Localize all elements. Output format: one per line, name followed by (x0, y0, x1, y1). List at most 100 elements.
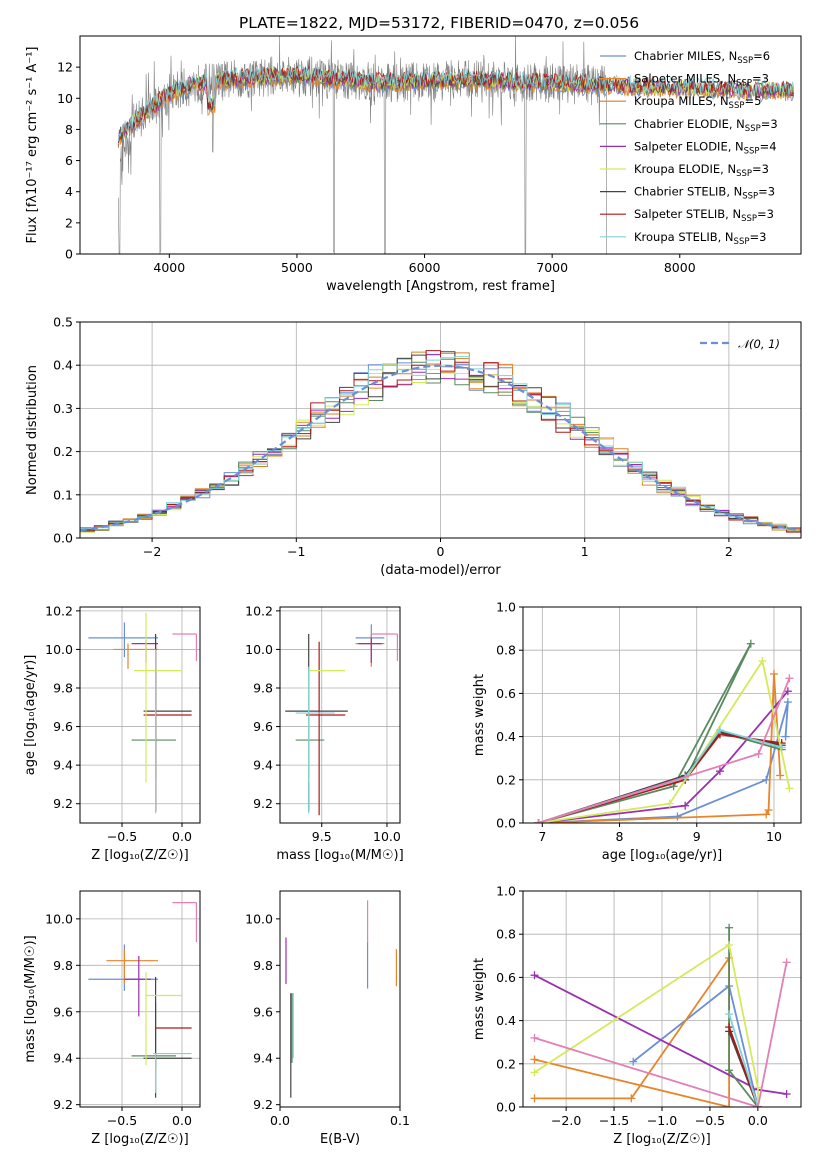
error-bar-point (143, 634, 192, 812)
x-tick-label: 0.0 (748, 1113, 768, 1128)
residual-histogram (80, 350, 801, 533)
legend: Chabrier MILES, NSSP=6 Salpeter MILES, NS… (600, 49, 778, 247)
weight-series (538, 677, 791, 823)
error-bar-point (131, 670, 176, 779)
y-tick-label: 0.2 (496, 772, 516, 787)
weight-series (534, 943, 759, 1107)
x-tick-label: 0.0 (172, 1113, 192, 1128)
y-tick-label: 9.8 (253, 958, 273, 973)
legend-label: Salpeter ELODIE, NSSP=4 (634, 139, 777, 156)
y-tick-label: 0.3 (53, 401, 73, 416)
weight-marker (762, 810, 771, 819)
residual-histogram (80, 356, 801, 530)
panel-mass-vs-Z: −0.5 0.0 9.2 9.4 9.6 9.8 10.0 Z [log₁₀(Z/Z☉)] ma… (23, 890, 201, 1147)
grid-lines (80, 607, 200, 823)
weight-series (538, 643, 782, 823)
y-tick-label: 9.6 (53, 1004, 73, 1019)
legend-label: Chabrier ELODIE, NSSP=3 (634, 117, 778, 134)
y-tick-label: 8 (65, 122, 73, 137)
plot-frame (79, 606, 201, 824)
x-tick-label: 0.0 (172, 829, 192, 844)
weight-marker (781, 732, 790, 741)
y-tick-label: 0.0 (496, 816, 516, 831)
y-tick-label: 0.4 (496, 1013, 516, 1028)
x-tick-label: 9 (693, 829, 701, 844)
y-tick-label: 9.8 (53, 958, 73, 973)
weight-marker (764, 806, 773, 815)
weight-series (534, 962, 788, 1107)
legend-label: Kroupa MILES, NSSP=5 (634, 94, 761, 111)
x-axis-label: mass [log₁₀(M/M☉)] (276, 848, 403, 863)
x-axis-label: E(B-V) (320, 1132, 360, 1147)
weight-marker (782, 958, 791, 967)
weight-marker (725, 1023, 734, 1032)
plot-frame (279, 606, 401, 824)
weight-marker (776, 771, 785, 780)
weight-marker (769, 669, 778, 678)
y-tick-label: 0.1 (53, 487, 73, 502)
y-tick-label: 9.4 (53, 1051, 73, 1066)
error-bar-point (358, 637, 382, 663)
grid-lines (523, 606, 801, 824)
y-tick-label: 12 (57, 60, 73, 75)
x-tick-label: 0.1 (390, 1113, 410, 1128)
y-tick-label: 10.2 (45, 603, 73, 618)
legend-label: Kroupa ELODIE, NSSP=3 (634, 162, 769, 179)
panel-spectrum: 4000 5000 6000 7000 8000 0 2 4 6 8 10 12 wavelength … (25, 35, 802, 294)
x-tick-label: 9.5 (312, 829, 332, 844)
y-tick-label: 9.2 (53, 1097, 73, 1112)
weight-series (728, 1013, 759, 1107)
legend: 𝒩(0, 1) (700, 337, 780, 351)
weight-marker (530, 1094, 539, 1103)
y-tick-label: 2 (65, 215, 73, 230)
grid-lines (80, 891, 200, 1107)
y-tick-label: 0.0 (53, 531, 73, 546)
panel-mass-vs-EBV: 0.0 0.1 9.2 9.4 9.6 9.8 10.0 E(B-V) (245, 890, 410, 1147)
weight-marker (665, 799, 674, 808)
x-tick-label: −1 (287, 544, 305, 559)
error-bar-point (285, 634, 348, 812)
error-bar-point (88, 622, 158, 658)
y-tick-label: 0.8 (496, 643, 516, 658)
plot-area (530, 923, 791, 1107)
y-axis-label: Normed distribution (25, 365, 40, 495)
y-tick-label: 9.2 (253, 1097, 273, 1112)
error-bar-point (131, 639, 158, 663)
y-tick-label: 0 (65, 247, 73, 262)
y-tick-label: 9.2 (253, 796, 273, 811)
weight-marker (777, 743, 786, 752)
plot-frame (522, 606, 802, 824)
error-bar-point (106, 949, 158, 984)
weight-marker (530, 1068, 539, 1077)
y-tick-label: 9.8 (253, 681, 273, 696)
weight-marker (783, 687, 792, 696)
y-axis-label: mass [log₁₀(M/M☉)] (23, 935, 38, 1062)
x-tick-label: 0 (437, 544, 445, 559)
y-tick-label: 6 (65, 153, 73, 168)
plot-area (285, 900, 397, 1098)
y-axis-label: mass weight (472, 958, 487, 1040)
weight-marker (753, 1103, 762, 1107)
error-bar-point (295, 666, 335, 814)
weight-series (538, 690, 789, 823)
y-tick-label: 9.6 (253, 1004, 273, 1019)
y-tick-label: 0.4 (496, 729, 516, 744)
error-bar-point (355, 624, 385, 658)
y-tick-label: 0.2 (53, 444, 73, 459)
x-tick-label: −2 (143, 544, 161, 559)
plot-area (534, 639, 794, 823)
weight-marker (754, 749, 763, 758)
model-spectrum (117, 64, 795, 142)
plot-frame (79, 35, 802, 255)
x-axis-label: Z [log₁₀(Z/Z☉)] (91, 1132, 188, 1147)
legend-label: Kroupa STELIB, NSSP=3 (634, 230, 766, 247)
x-tick-label: 5000 (281, 260, 313, 275)
weight-marker (725, 923, 734, 932)
x-tick-label: −1.0 (647, 1113, 677, 1128)
y-tick-label: 4 (65, 184, 73, 199)
x-tick-label: 6000 (409, 260, 441, 275)
x-tick-label: 8000 (664, 260, 696, 275)
y-tick-label: 9.4 (253, 758, 273, 773)
weight-series (534, 955, 730, 1107)
y-axis-label: age [log₁₀(age/yr)] (23, 655, 38, 776)
